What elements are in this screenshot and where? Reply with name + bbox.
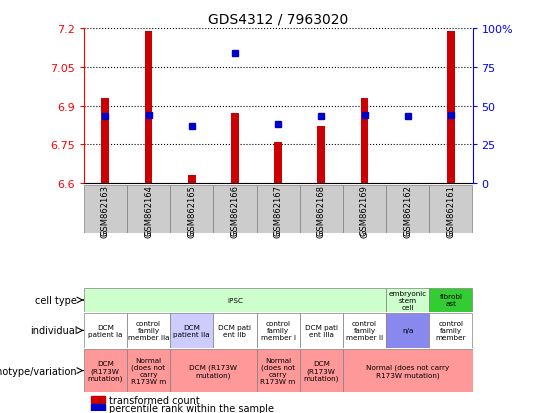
Text: DCM pati
ent IIIa: DCM pati ent IIIa bbox=[305, 324, 338, 337]
Bar bbox=[145, 31, 152, 184]
Bar bbox=[127, 313, 170, 348]
Text: DCM pati
ent IIb: DCM pati ent IIb bbox=[218, 324, 252, 337]
Bar bbox=[386, 288, 429, 312]
Bar bbox=[386, 186, 429, 233]
Bar bbox=[102, 99, 109, 184]
Text: GSM862168: GSM862168 bbox=[317, 184, 326, 235]
Bar bbox=[91, 396, 105, 404]
Text: Normal
(does not
carry
R173W m: Normal (does not carry R173W m bbox=[260, 357, 296, 385]
Bar bbox=[429, 313, 472, 348]
Bar bbox=[300, 313, 343, 348]
Bar bbox=[361, 99, 368, 184]
Text: n/a: n/a bbox=[402, 328, 414, 334]
Text: GSM862161: GSM862161 bbox=[447, 184, 455, 235]
Bar bbox=[386, 313, 429, 348]
Text: control
family
member: control family member bbox=[436, 320, 466, 341]
Text: DCM
patient Ia: DCM patient Ia bbox=[88, 324, 123, 337]
Bar bbox=[127, 349, 170, 392]
Text: GSM862162: GSM862162 bbox=[403, 184, 412, 235]
Bar bbox=[447, 31, 455, 184]
Bar bbox=[256, 349, 300, 392]
Text: genotype/variation: genotype/variation bbox=[0, 366, 77, 376]
Text: control
family
member I: control family member I bbox=[261, 320, 295, 341]
Bar bbox=[231, 114, 239, 184]
Bar bbox=[343, 349, 472, 392]
Text: fibrobl
ast: fibrobl ast bbox=[440, 294, 462, 307]
Text: iPSC: iPSC bbox=[227, 297, 243, 303]
Bar bbox=[343, 313, 386, 348]
Text: DCM
(R173W
mutation): DCM (R173W mutation) bbox=[87, 360, 123, 381]
Title: GDS4312 / 7963020: GDS4312 / 7963020 bbox=[208, 12, 348, 26]
Text: GSM862165: GSM862165 bbox=[187, 184, 196, 235]
Bar bbox=[84, 349, 127, 392]
Text: percentile rank within the sample: percentile rank within the sample bbox=[109, 403, 274, 413]
Text: GSM862164: GSM862164 bbox=[144, 184, 153, 235]
Text: control
family
member II: control family member II bbox=[346, 320, 383, 341]
Text: DCM
patient IIa: DCM patient IIa bbox=[173, 324, 210, 337]
Text: control
family
member IIa: control family member IIa bbox=[128, 320, 169, 341]
Text: GSM862169: GSM862169 bbox=[360, 184, 369, 235]
Text: DCM
(R173W
mutation): DCM (R173W mutation) bbox=[303, 360, 339, 381]
Text: Normal (does not carry
R173W mutation): Normal (does not carry R173W mutation) bbox=[366, 364, 449, 377]
Bar bbox=[170, 186, 213, 233]
Bar bbox=[127, 186, 170, 233]
Text: GSM862163: GSM862163 bbox=[101, 184, 110, 235]
Text: cell type: cell type bbox=[35, 295, 77, 305]
Bar bbox=[84, 186, 127, 233]
Text: individual: individual bbox=[30, 325, 77, 336]
Bar bbox=[170, 313, 213, 348]
Bar bbox=[300, 186, 343, 233]
Bar bbox=[429, 288, 472, 312]
Bar bbox=[213, 186, 256, 233]
Text: transformed count: transformed count bbox=[109, 395, 200, 405]
Text: Normal
(does not
carry
R173W m: Normal (does not carry R173W m bbox=[131, 357, 166, 385]
Bar bbox=[256, 186, 300, 233]
Text: GSM862166: GSM862166 bbox=[231, 184, 239, 235]
Text: embryonic
stem
cell: embryonic stem cell bbox=[389, 290, 427, 310]
Bar bbox=[84, 313, 127, 348]
Bar bbox=[188, 176, 195, 184]
Text: GSM862167: GSM862167 bbox=[274, 184, 282, 235]
Bar bbox=[429, 186, 472, 233]
Bar bbox=[84, 288, 386, 312]
Bar bbox=[318, 127, 325, 184]
Bar bbox=[300, 349, 343, 392]
Text: DCM (R173W
mutation): DCM (R173W mutation) bbox=[190, 364, 237, 377]
Bar bbox=[170, 349, 256, 392]
Bar bbox=[343, 186, 386, 233]
Bar bbox=[274, 142, 282, 184]
Bar bbox=[91, 404, 105, 411]
Bar bbox=[213, 313, 256, 348]
Bar bbox=[256, 313, 300, 348]
